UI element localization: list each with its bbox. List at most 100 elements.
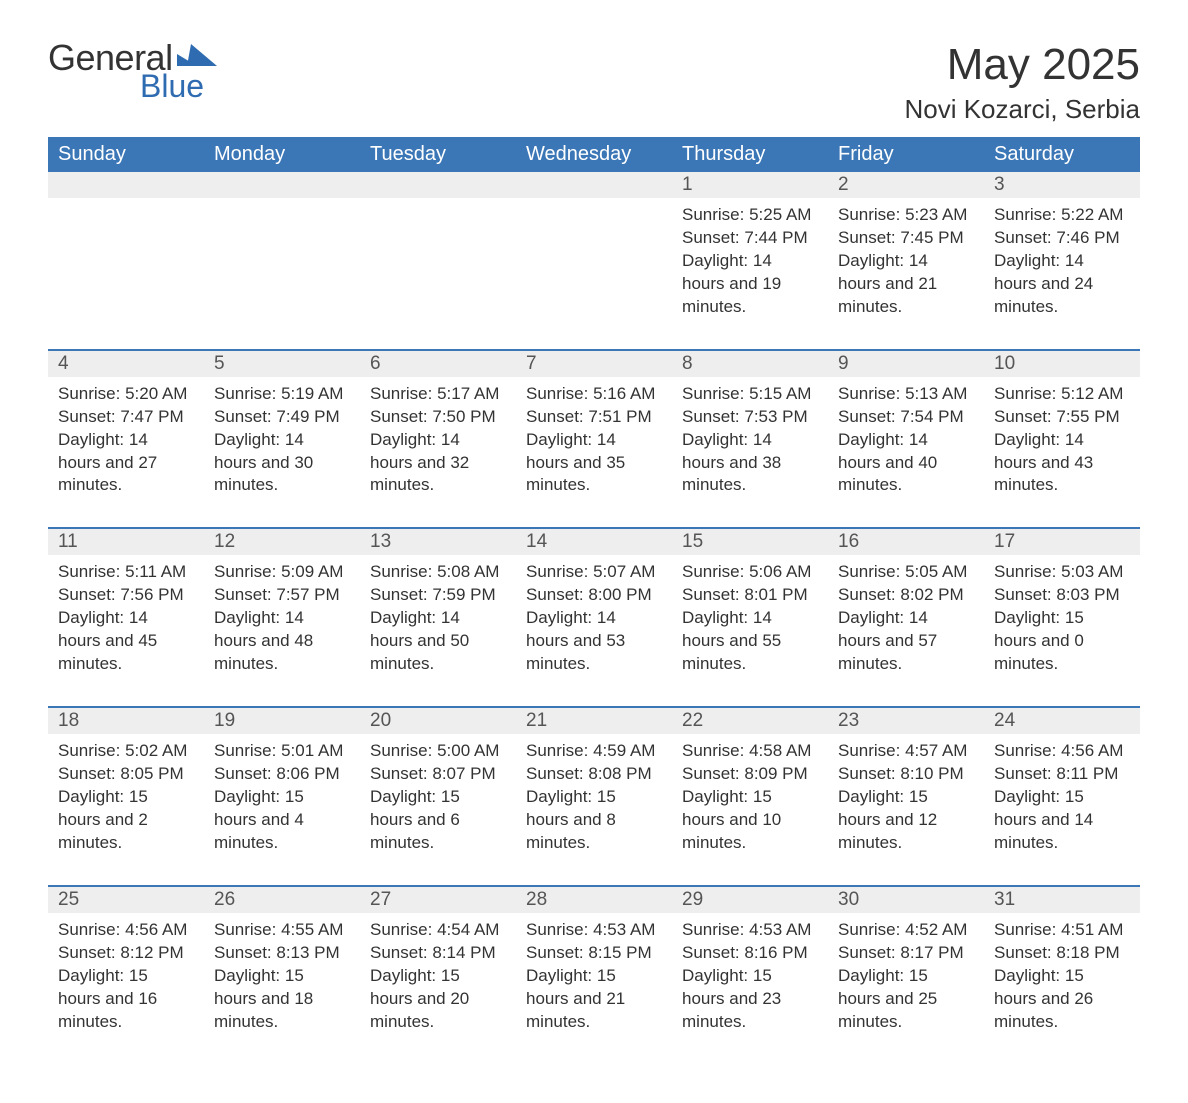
day-detail-cell: Sunrise: 5:11 AMSunset: 7:56 PMDaylight:…	[48, 555, 204, 706]
day-number-cell	[204, 172, 360, 198]
dow-saturday: Saturday	[984, 137, 1140, 172]
day-detail-row: Sunrise: 5:11 AMSunset: 7:56 PMDaylight:…	[48, 555, 1140, 706]
dow-wednesday: Wednesday	[516, 137, 672, 172]
sunrise-text: Sunrise: 5:00 AM	[370, 740, 506, 763]
sunrise-text: Sunrise: 5:17 AM	[370, 383, 506, 406]
sunset-text: Sunset: 8:16 PM	[682, 942, 818, 965]
day-detail-cell: Sunrise: 5:17 AMSunset: 7:50 PMDaylight:…	[360, 377, 516, 528]
day-number-cell: 28	[516, 887, 672, 913]
sunrise-text: Sunrise: 5:15 AM	[682, 383, 818, 406]
daylight-text: Daylight: 14 hours and 27 minutes.	[58, 429, 194, 498]
sunrise-text: Sunrise: 5:09 AM	[214, 561, 350, 584]
dow-sunday: Sunday	[48, 137, 204, 172]
sunset-text: Sunset: 8:07 PM	[370, 763, 506, 786]
daylight-text: Daylight: 14 hours and 30 minutes.	[214, 429, 350, 498]
day-detail-cell	[48, 198, 204, 349]
sunrise-text: Sunrise: 4:51 AM	[994, 919, 1130, 942]
day-number-cell: 1	[672, 172, 828, 198]
sunset-text: Sunset: 7:47 PM	[58, 406, 194, 429]
day-number-cell: 13	[360, 529, 516, 555]
day-number-cell: 4	[48, 351, 204, 377]
day-detail-cell: Sunrise: 4:55 AMSunset: 8:13 PMDaylight:…	[204, 913, 360, 1064]
day-number-cell: 7	[516, 351, 672, 377]
day-number-cell: 12	[204, 529, 360, 555]
day-detail-cell: Sunrise: 4:57 AMSunset: 8:10 PMDaylight:…	[828, 734, 984, 885]
day-number-row: 11121314151617	[48, 529, 1140, 555]
sunset-text: Sunset: 8:14 PM	[370, 942, 506, 965]
day-number-cell: 19	[204, 708, 360, 734]
day-detail-cell: Sunrise: 4:56 AMSunset: 8:11 PMDaylight:…	[984, 734, 1140, 885]
day-detail-cell: Sunrise: 5:02 AMSunset: 8:05 PMDaylight:…	[48, 734, 204, 885]
sunrise-text: Sunrise: 4:59 AM	[526, 740, 662, 763]
day-number-cell: 22	[672, 708, 828, 734]
day-number-cell: 2	[828, 172, 984, 198]
sunset-text: Sunset: 8:10 PM	[838, 763, 974, 786]
day-detail-cell: Sunrise: 4:54 AMSunset: 8:14 PMDaylight:…	[360, 913, 516, 1064]
sunset-text: Sunset: 8:17 PM	[838, 942, 974, 965]
daylight-text: Daylight: 15 hours and 23 minutes.	[682, 965, 818, 1034]
brand-word-blue: Blue	[140, 70, 217, 102]
sunset-text: Sunset: 7:49 PM	[214, 406, 350, 429]
sunrise-text: Sunrise: 5:01 AM	[214, 740, 350, 763]
day-detail-row: Sunrise: 5:20 AMSunset: 7:47 PMDaylight:…	[48, 377, 1140, 528]
page-header: General Blue May 2025 Novi Kozarci, Serb…	[48, 40, 1140, 125]
day-detail-cell	[204, 198, 360, 349]
day-number-cell: 25	[48, 887, 204, 913]
day-number-cell: 24	[984, 708, 1140, 734]
day-detail-cell: Sunrise: 5:23 AMSunset: 7:45 PMDaylight:…	[828, 198, 984, 349]
sunset-text: Sunset: 8:02 PM	[838, 584, 974, 607]
sunset-text: Sunset: 7:56 PM	[58, 584, 194, 607]
dow-thursday: Thursday	[672, 137, 828, 172]
day-detail-cell: Sunrise: 4:51 AMSunset: 8:18 PMDaylight:…	[984, 913, 1140, 1064]
day-of-week-header-row: Sunday Monday Tuesday Wednesday Thursday…	[48, 137, 1140, 172]
day-detail-cell: Sunrise: 5:25 AMSunset: 7:44 PMDaylight:…	[672, 198, 828, 349]
day-number-cell: 6	[360, 351, 516, 377]
sunrise-text: Sunrise: 5:08 AM	[370, 561, 506, 584]
daylight-text: Daylight: 15 hours and 8 minutes.	[526, 786, 662, 855]
day-number-row: 123	[48, 172, 1140, 198]
day-detail-cell: Sunrise: 5:08 AMSunset: 7:59 PMDaylight:…	[360, 555, 516, 706]
day-number-cell: 21	[516, 708, 672, 734]
daylight-text: Daylight: 15 hours and 6 minutes.	[370, 786, 506, 855]
sunrise-text: Sunrise: 4:55 AM	[214, 919, 350, 942]
daylight-text: Daylight: 15 hours and 20 minutes.	[370, 965, 506, 1034]
sunrise-text: Sunrise: 4:52 AM	[838, 919, 974, 942]
day-detail-cell: Sunrise: 4:53 AMSunset: 8:15 PMDaylight:…	[516, 913, 672, 1064]
month-title: May 2025	[904, 40, 1140, 90]
sunset-text: Sunset: 8:12 PM	[58, 942, 194, 965]
daylight-text: Daylight: 15 hours and 14 minutes.	[994, 786, 1130, 855]
sunrise-text: Sunrise: 5:20 AM	[58, 383, 194, 406]
daylight-text: Daylight: 15 hours and 26 minutes.	[994, 965, 1130, 1034]
daylight-text: Daylight: 14 hours and 57 minutes.	[838, 607, 974, 676]
sunrise-text: Sunrise: 5:19 AM	[214, 383, 350, 406]
sunset-text: Sunset: 8:06 PM	[214, 763, 350, 786]
daylight-text: Daylight: 14 hours and 19 minutes.	[682, 250, 818, 319]
sunrise-text: Sunrise: 5:22 AM	[994, 204, 1130, 227]
day-detail-cell: Sunrise: 4:58 AMSunset: 8:09 PMDaylight:…	[672, 734, 828, 885]
sunset-text: Sunset: 7:59 PM	[370, 584, 506, 607]
day-detail-cell: Sunrise: 5:13 AMSunset: 7:54 PMDaylight:…	[828, 377, 984, 528]
sunset-text: Sunset: 7:50 PM	[370, 406, 506, 429]
day-detail-cell: Sunrise: 5:07 AMSunset: 8:00 PMDaylight:…	[516, 555, 672, 706]
day-detail-cell: Sunrise: 5:19 AMSunset: 7:49 PMDaylight:…	[204, 377, 360, 528]
day-detail-cell: Sunrise: 5:03 AMSunset: 8:03 PMDaylight:…	[984, 555, 1140, 706]
sunrise-text: Sunrise: 4:57 AM	[838, 740, 974, 763]
sunrise-text: Sunrise: 4:56 AM	[58, 919, 194, 942]
sunrise-text: Sunrise: 5:13 AM	[838, 383, 974, 406]
dow-tuesday: Tuesday	[360, 137, 516, 172]
day-number-cell: 14	[516, 529, 672, 555]
sunset-text: Sunset: 7:53 PM	[682, 406, 818, 429]
daylight-text: Daylight: 14 hours and 32 minutes.	[370, 429, 506, 498]
daylight-text: Daylight: 14 hours and 35 minutes.	[526, 429, 662, 498]
sunrise-text: Sunrise: 5:05 AM	[838, 561, 974, 584]
day-detail-cell	[516, 198, 672, 349]
sunset-text: Sunset: 8:00 PM	[526, 584, 662, 607]
day-number-cell: 27	[360, 887, 516, 913]
day-number-cell: 11	[48, 529, 204, 555]
daylight-text: Daylight: 14 hours and 21 minutes.	[838, 250, 974, 319]
day-detail-row: Sunrise: 5:25 AMSunset: 7:44 PMDaylight:…	[48, 198, 1140, 349]
daylight-text: Daylight: 14 hours and 50 minutes.	[370, 607, 506, 676]
day-number-cell: 26	[204, 887, 360, 913]
day-number-cell: 3	[984, 172, 1140, 198]
day-number-cell: 15	[672, 529, 828, 555]
